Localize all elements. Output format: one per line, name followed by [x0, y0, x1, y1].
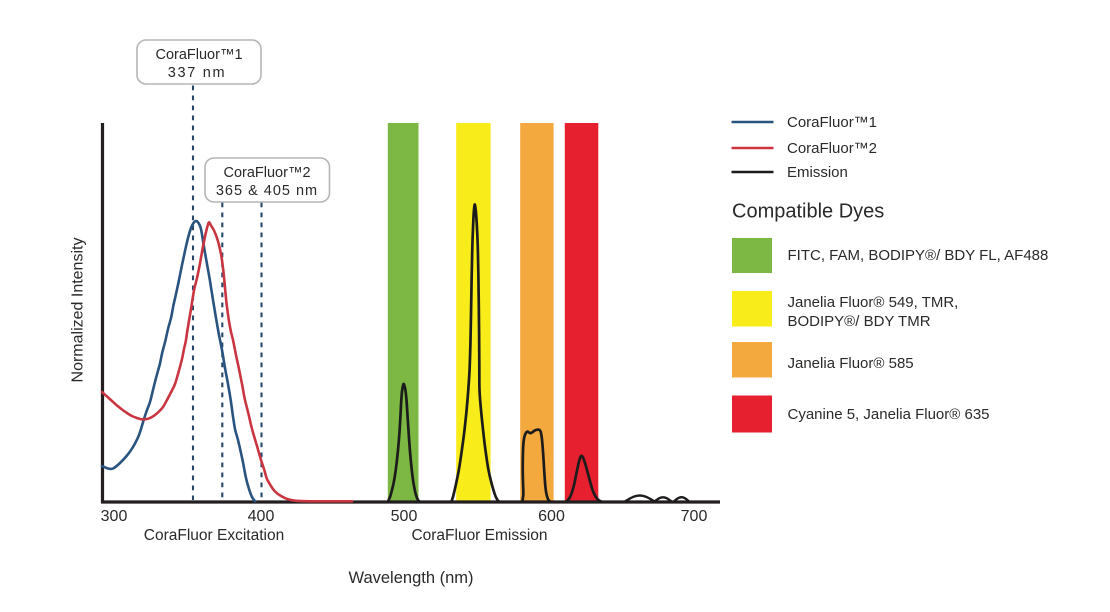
- svg-text:Janelia Fluor® 549, TMR,: Janelia Fluor® 549, TMR,: [788, 294, 959, 311]
- svg-text:300: 300: [101, 508, 128, 525]
- svg-text:CoraFluor™2: CoraFluor™2: [223, 165, 310, 181]
- svg-text:CoraFluor™2: CoraFluor™2: [787, 140, 877, 157]
- svg-text:500: 500: [391, 508, 418, 525]
- svg-text:Wavelength (nm): Wavelength (nm): [348, 569, 473, 587]
- svg-text:CoraFluor™1: CoraFluor™1: [155, 47, 242, 63]
- svg-text:Janelia Fluor® 585: Janelia Fluor® 585: [788, 355, 914, 372]
- svg-text:FITC, FAM, BODIPY®/ BDY FL, AF: FITC, FAM, BODIPY®/ BDY FL, AF488: [788, 247, 1049, 264]
- svg-text:400: 400: [248, 508, 275, 525]
- svg-text:CoraFluor Excitation: CoraFluor Excitation: [144, 527, 284, 544]
- svg-text:Normalized Intensity: Normalized Intensity: [70, 238, 87, 383]
- svg-text:600: 600: [538, 508, 565, 525]
- svg-text:365 & 405 nm: 365 & 405 nm: [216, 183, 318, 199]
- svg-text:Cyanine 5, Janelia Fluor® 635: Cyanine 5, Janelia Fluor® 635: [788, 406, 990, 423]
- svg-text:700: 700: [681, 508, 708, 525]
- svg-text:337 nm: 337 nm: [168, 65, 227, 81]
- svg-text:Compatible Dyes: Compatible Dyes: [732, 201, 884, 223]
- svg-text:CoraFluor™1: CoraFluor™1: [787, 114, 877, 131]
- svg-text:BODIPY®/ BDY TMR: BODIPY®/ BDY TMR: [788, 313, 931, 330]
- svg-text:Emission: Emission: [787, 164, 848, 181]
- svg-text:CoraFluor Emission: CoraFluor Emission: [411, 527, 547, 544]
